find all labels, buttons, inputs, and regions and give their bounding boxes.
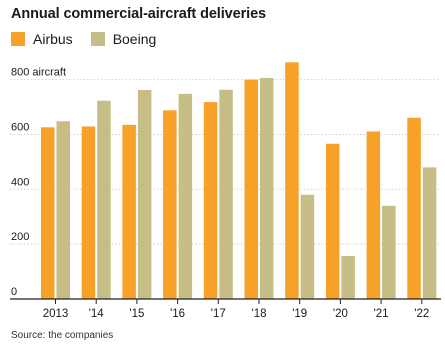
bar-boeing [56, 121, 70, 299]
legend-label-airbus: Airbus [33, 31, 73, 47]
bar-airbus [244, 79, 258, 299]
source-note: Source: the companies [11, 330, 114, 341]
bar-boeing [97, 100, 111, 299]
bar-airbus [122, 124, 136, 299]
x-tick-label: '14 [89, 308, 105, 320]
bar-airbus [325, 143, 340, 299]
legend: Airbus Boeing [11, 31, 174, 47]
y-tick-label: 800 aircraft [11, 67, 66, 79]
x-tick-label: '21 [374, 308, 389, 320]
y-tick-label: 0 [11, 286, 17, 298]
bar-boeing [422, 167, 437, 299]
bar-airbus [285, 62, 299, 299]
bar-airbus [407, 117, 421, 299]
bar-boeing [341, 255, 355, 299]
x-tick-label: '20 [333, 308, 348, 320]
bar-boeing [219, 89, 233, 299]
bar-airbus [366, 131, 381, 299]
x-tick-label: '18 [252, 308, 267, 320]
bar-airbus [41, 127, 55, 299]
chart-title: Annual commercial-aircraft deliveries [11, 6, 266, 22]
x-tick-label: '16 [170, 308, 185, 320]
bar-boeing [260, 77, 274, 299]
bar-airbus [203, 102, 218, 299]
bar-airbus [81, 126, 96, 299]
legend-swatch-boeing [90, 32, 105, 46]
x-tick-label: '19 [292, 308, 307, 320]
bar-boeing [300, 194, 315, 299]
legend-swatch-airbus [11, 32, 25, 46]
bar-boeing [382, 205, 396, 299]
x-tick-label: '17 [211, 308, 226, 320]
x-tick-label: 2013 [43, 308, 69, 320]
legend-item-airbus: Airbus [11, 31, 73, 47]
legend-item-boeing: Boeing [90, 31, 157, 47]
x-tick-label: '15 [129, 308, 144, 320]
bar-airbus [163, 110, 177, 299]
bar-boeing [137, 90, 152, 299]
y-tick-label: 200 [11, 231, 29, 243]
bar-boeing [178, 93, 193, 300]
y-tick-label: 600 [11, 121, 29, 133]
legend-label-boeing: Boeing [112, 31, 157, 47]
y-tick-label: 400 [11, 176, 29, 188]
x-tick-label: '22 [414, 308, 429, 320]
